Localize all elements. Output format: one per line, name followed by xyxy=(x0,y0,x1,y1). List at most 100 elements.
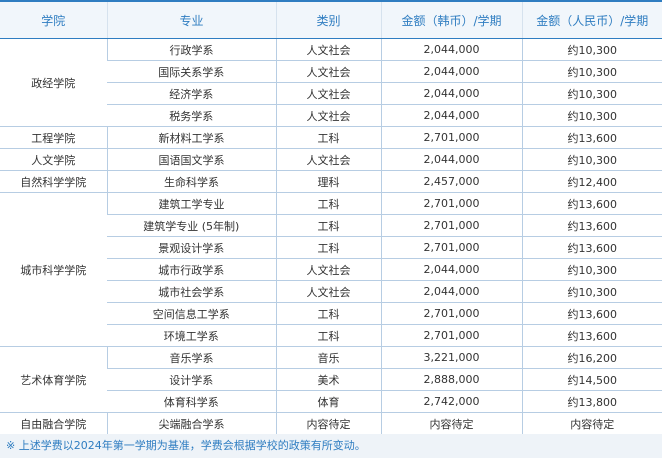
college-cell: 艺术体育学院 xyxy=(0,346,107,413)
table-row: 体育科学系 体育 2,742,000 约13,800 xyxy=(0,390,662,413)
major-cell: 尖端融合学系 xyxy=(106,412,276,436)
table-row: 设计学系 美术 2,888,000 约14,500 xyxy=(0,368,662,391)
major-cell: 税务学系 xyxy=(107,104,276,127)
category-cell: 人文社会 xyxy=(275,38,381,61)
category-cell: 人文社会 xyxy=(275,280,381,303)
table-row: 自由融合学院 尖端融合学系 内容待定 内容待定 内容待定 xyxy=(0,412,662,436)
amount-cny-cell: 约10,300 xyxy=(521,280,662,303)
amount-cny-cell: 约14,500 xyxy=(521,368,662,391)
major-cell: 音乐学系 xyxy=(106,346,276,369)
category-cell: 人文社会 xyxy=(275,148,381,171)
table-row: 自然科学学院 生命科学系 理科 2,457,000 约12,400 xyxy=(0,170,662,193)
category-cell: 人文社会 xyxy=(275,60,381,83)
table-body: 政经学院 行政学系 人文社会 2,044,000 约10,300 国际关系学系 人文社会 2,… xyxy=(0,38,662,436)
header-amount-cny: 金额（人民币）/学期 xyxy=(521,0,662,39)
table-row: 经济学系 人文社会 2,044,000 约10,300 xyxy=(0,82,662,105)
amount-krw-cell: 2,044,000 xyxy=(380,104,522,127)
amount-cny-cell: 约10,300 xyxy=(521,104,662,127)
category-cell: 人文社会 xyxy=(275,258,381,281)
amount-krw-cell: 2,701,000 xyxy=(380,126,522,149)
amount-cny-cell: 约13,600 xyxy=(521,126,662,149)
amount-cny-cell: 约13,600 xyxy=(521,302,662,325)
header-major: 专业 xyxy=(106,0,276,39)
amount-cny-cell: 约13,600 xyxy=(521,214,662,237)
header-amount-krw: 金额（韩币）/学期 xyxy=(380,0,522,39)
footnote: ※ 上述学费以2024年第一学期为基准，学费会根据学校的政策有所变动。 xyxy=(0,434,662,458)
amount-cny-cell: 约13,800 xyxy=(521,390,662,413)
college-cell: 城市科学学院 xyxy=(0,192,107,347)
table-row: 税务学系 人文社会 2,044,000 约10,300 xyxy=(0,104,662,127)
major-cell: 城市行政学系 xyxy=(107,258,276,281)
table-row: 城市社会学系 人文社会 2,044,000 约10,300 xyxy=(0,280,662,303)
amount-krw-cell: 2,044,000 xyxy=(380,60,522,83)
major-cell: 环境工学系 xyxy=(107,324,276,347)
amount-krw-cell: 2,457,000 xyxy=(380,170,522,193)
amount-krw-cell: 2,742,000 xyxy=(380,390,522,413)
amount-cny-cell: 约10,300 xyxy=(521,60,662,83)
tuition-table: 学院 专业 类别 金额（韩币）/学期 金额（人民币）/学期 政经学院 行政学系 人文… xyxy=(0,0,662,436)
table-row: 建筑学专业 (5年制) 工科 2,701,000 约13,600 xyxy=(0,214,662,237)
college-cell: 政经学院 xyxy=(0,38,107,127)
table-row: 国际关系学系 人文社会 2,044,000 约10,300 xyxy=(0,60,662,83)
major-cell: 生命科学系 xyxy=(106,170,276,193)
amount-cny-cell: 约10,300 xyxy=(521,148,662,171)
amount-krw-cell: 内容待定 xyxy=(380,412,522,436)
college-cell: 自由融合学院 xyxy=(0,412,107,436)
amount-cny-cell: 约16,200 xyxy=(521,346,662,369)
category-cell: 人文社会 xyxy=(275,104,381,127)
major-cell: 建筑学专业 (5年制) xyxy=(107,214,276,237)
amount-krw-cell: 3,221,000 xyxy=(380,346,522,369)
table-row: 景观设计学系 工科 2,701,000 约13,600 xyxy=(0,236,662,259)
table-row: 工程学院 新材料工学系 工科 2,701,000 约13,600 xyxy=(0,126,662,149)
table-row: 人文学院 国语国文学系 人文社会 2,044,000 约10,300 xyxy=(0,148,662,171)
amount-krw-cell: 2,044,000 xyxy=(380,280,522,303)
table-row: 城市科学学院 建筑工学专业 工科 2,701,000 约13,600 xyxy=(0,192,662,347)
major-cell: 空间信息工学系 xyxy=(107,302,276,325)
category-cell: 内容待定 xyxy=(275,412,381,436)
amount-krw-cell: 2,044,000 xyxy=(380,38,522,61)
category-cell: 理科 xyxy=(275,170,381,193)
table-row: 政经学院 行政学系 人文社会 2,044,000 约10,300 xyxy=(0,38,662,127)
amount-krw-cell: 2,888,000 xyxy=(380,368,522,391)
category-cell: 工科 xyxy=(275,236,381,259)
category-cell: 美术 xyxy=(275,368,381,391)
category-cell: 工科 xyxy=(275,126,381,149)
category-cell: 音乐 xyxy=(275,346,381,369)
category-cell: 工科 xyxy=(275,214,381,237)
major-cell: 城市社会学系 xyxy=(107,280,276,303)
college-cell: 人文学院 xyxy=(0,148,107,171)
category-cell: 工科 xyxy=(275,192,381,215)
table-header: 学院 专业 类别 金额（韩币）/学期 金额（人民币）/学期 xyxy=(0,0,662,39)
amount-cny-cell: 约10,300 xyxy=(521,38,662,61)
header-college: 学院 xyxy=(0,0,107,39)
major-cell: 景观设计学系 xyxy=(107,236,276,259)
amount-krw-cell: 2,701,000 xyxy=(380,324,522,347)
amount-cny-cell: 约10,300 xyxy=(521,258,662,281)
table-row: 艺术体育学院 音乐学系 音乐 3,221,000 约16,200 xyxy=(0,346,662,413)
major-cell: 国际关系学系 xyxy=(107,60,276,83)
amount-krw-cell: 2,044,000 xyxy=(380,148,522,171)
amount-krw-cell: 2,701,000 xyxy=(380,236,522,259)
amount-cny-cell: 约10,300 xyxy=(521,82,662,105)
category-cell: 工科 xyxy=(275,324,381,347)
amount-cny-cell: 约12,400 xyxy=(521,170,662,193)
header-row: 学院 专业 类别 金额（韩币）/学期 金额（人民币）/学期 xyxy=(0,0,662,39)
amount-krw-cell: 2,701,000 xyxy=(380,302,522,325)
amount-krw-cell: 2,701,000 xyxy=(380,214,522,237)
amount-krw-cell: 2,044,000 xyxy=(380,258,522,281)
major-cell: 国语国文学系 xyxy=(106,148,276,171)
amount-cny-cell: 约13,600 xyxy=(521,324,662,347)
college-cell: 工程学院 xyxy=(0,126,107,149)
major-cell: 设计学系 xyxy=(107,368,276,391)
major-cell: 建筑工学专业 xyxy=(106,192,276,215)
amount-krw-cell: 2,701,000 xyxy=(380,192,522,215)
table-row: 空间信息工学系 工科 2,701,000 约13,600 xyxy=(0,302,662,325)
major-cell: 体育科学系 xyxy=(107,390,276,413)
major-cell: 行政学系 xyxy=(106,38,276,61)
table-row: 环境工学系 工科 2,701,000 约13,600 xyxy=(0,324,662,347)
amount-krw-cell: 2,044,000 xyxy=(380,82,522,105)
table-row: 城市行政学系 人文社会 2,044,000 约10,300 xyxy=(0,258,662,281)
amount-cny-cell: 约13,600 xyxy=(521,192,662,215)
category-cell: 体育 xyxy=(275,390,381,413)
